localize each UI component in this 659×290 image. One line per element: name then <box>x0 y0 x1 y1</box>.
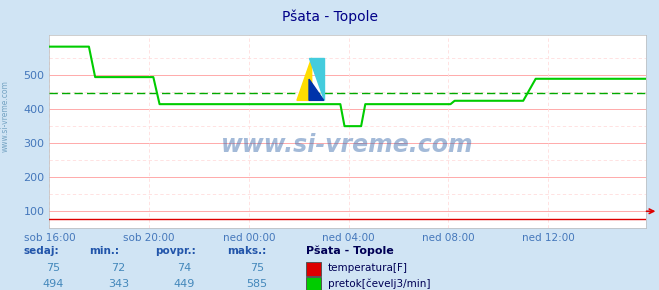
Text: 72: 72 <box>111 263 126 273</box>
Text: 74: 74 <box>177 263 192 273</box>
Text: povpr.:: povpr.: <box>155 246 196 256</box>
Polygon shape <box>297 58 312 100</box>
Text: 75: 75 <box>250 263 264 273</box>
Text: www.si-vreme.com: www.si-vreme.com <box>1 80 10 152</box>
Text: 585: 585 <box>246 279 268 289</box>
Text: min.:: min.: <box>89 246 119 256</box>
Text: www.si-vreme.com: www.si-vreme.com <box>221 133 474 157</box>
Text: 449: 449 <box>174 279 195 289</box>
Text: 75: 75 <box>45 263 60 273</box>
Text: temperatura[F]: temperatura[F] <box>328 263 407 273</box>
Polygon shape <box>309 79 324 100</box>
Text: Pšata - Topole: Pšata - Topole <box>306 246 394 256</box>
Text: maks.:: maks.: <box>227 246 267 256</box>
Text: pretok[čevelj3/min]: pretok[čevelj3/min] <box>328 278 430 289</box>
Text: 494: 494 <box>42 279 63 289</box>
Text: sedaj:: sedaj: <box>23 246 59 256</box>
Text: 343: 343 <box>108 279 129 289</box>
Text: Pšata - Topole: Pšata - Topole <box>281 9 378 24</box>
Polygon shape <box>309 58 324 100</box>
